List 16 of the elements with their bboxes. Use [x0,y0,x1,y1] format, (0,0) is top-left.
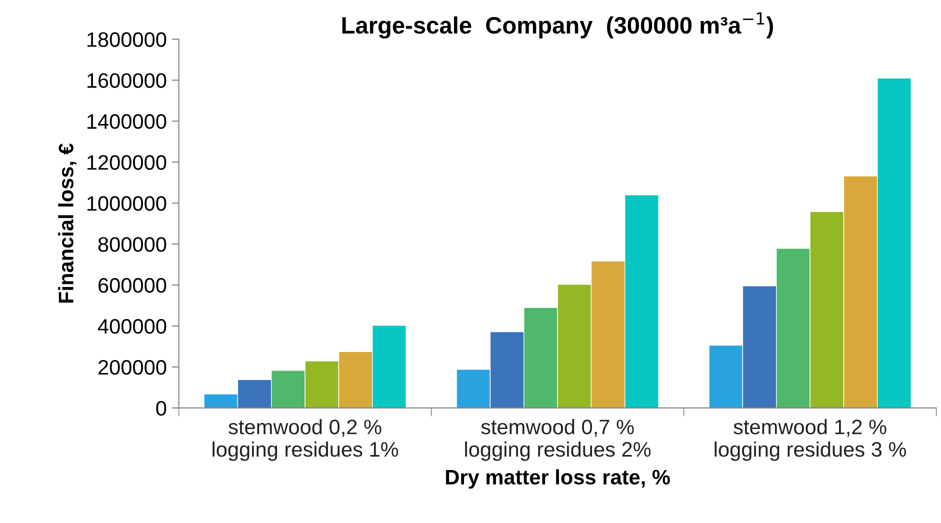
y-tick-label: 400000 [98,319,166,334]
x-tick-label: stemwood 0,7 % logging residues 2% [465,419,651,461]
y-tick-label: 200000 [98,360,166,375]
y-tick-label: 0 [156,400,166,416]
x-tick-label: stemwood 1,2 % logging residues 3 % [714,419,906,461]
y-tick-label: 1800000 [87,32,166,47]
x-axis-title: Dry matter loss rate, % [446,469,670,489]
y-tick-label: 1400000 [87,114,166,129]
y-tick-label: 1000000 [87,196,166,211]
chart-title: Large-scale Company (300000 m³a$^{−1}$) [342,12,773,39]
x-tick-label: stemwood 0,2 % logging residues 1% [212,419,398,461]
y-tick-label: 800000 [98,237,166,252]
y-axis-title: Financial loss, € [58,143,76,303]
y-tick-label: 1200000 [87,155,166,170]
y-tick-label: 600000 [98,278,166,293]
y-tick-label: 1600000 [87,73,166,88]
